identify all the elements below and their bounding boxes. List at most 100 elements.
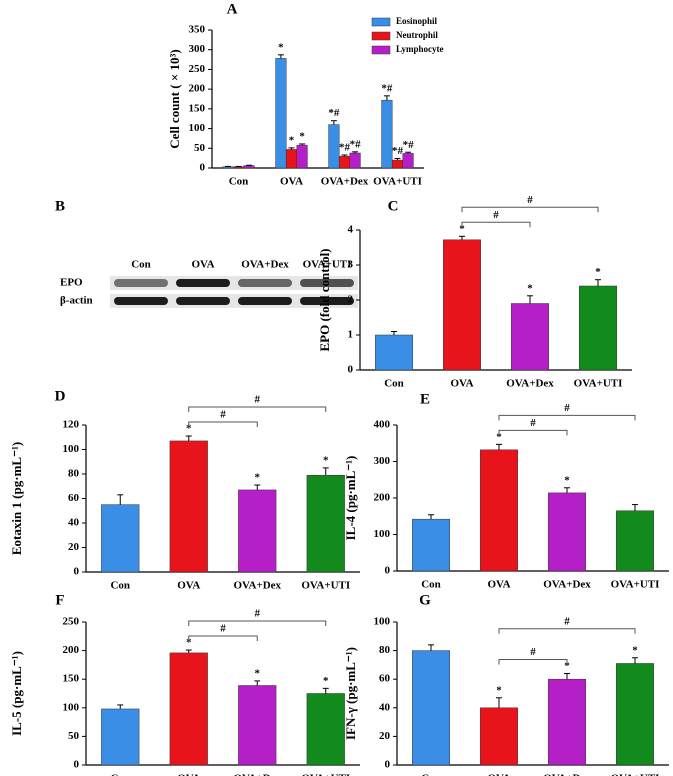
annotation: * [299, 130, 305, 142]
blot-band [176, 279, 230, 287]
y-axis-label: IFN-γ (pg·mL⁻¹) [343, 647, 358, 740]
y-axis-label: EPO (fold control) [317, 248, 332, 351]
annotation: * [255, 472, 261, 484]
legend-label: Neutrophil [396, 30, 438, 40]
bar [328, 124, 340, 169]
comparison-label: # [527, 194, 533, 206]
blot-background [110, 276, 358, 290]
lane-label: Con [131, 259, 151, 271]
y-tick-label: 100 [189, 122, 206, 134]
blot-band [114, 297, 168, 305]
y-tick-label: 100 [63, 443, 80, 455]
y-tick-label: 50 [68, 730, 80, 742]
lane-label: OVA+Dex [241, 259, 289, 271]
x-tick-label: Con [110, 773, 130, 776]
bar [243, 165, 255, 169]
annotation: * [595, 266, 601, 278]
row-label: β-actin [60, 295, 93, 307]
bar [238, 489, 277, 573]
y-tick-label: 200 [189, 83, 206, 95]
y-tick-label: 1 [348, 329, 354, 341]
bar [169, 440, 208, 573]
comparison-bracket [188, 406, 327, 413]
bar [232, 166, 245, 169]
x-tick-label: OVA+UTI [611, 773, 660, 776]
x-tick-label: OVA [487, 579, 510, 591]
y-tick-label: 0 [385, 565, 391, 577]
x-tick-label: Con [110, 580, 130, 592]
bar [548, 678, 586, 766]
x-tick-label: OVA [177, 773, 200, 776]
y-tick-label: 0 [348, 364, 354, 376]
y-tick-label: 400 [374, 419, 391, 431]
y-tick-label: 20 [68, 541, 80, 553]
y-tick-label: 300 [374, 455, 391, 467]
comparison-bracket [461, 206, 599, 213]
comparison-label: # [220, 409, 226, 421]
x-tick-label: OVA+Dex [543, 579, 591, 591]
annotation: * [186, 637, 192, 649]
legend-label: Eosinophil [396, 16, 438, 26]
blot-band [114, 279, 168, 287]
bar [616, 510, 654, 572]
x-tick-label: OVA+Dex [321, 176, 369, 188]
comparison-bracket [498, 628, 636, 634]
legend-swatch [371, 17, 391, 27]
y-tick-label: 50 [194, 142, 206, 154]
y-tick-label: 200 [374, 492, 391, 504]
x-tick-label: Con [421, 579, 441, 591]
bar [579, 285, 617, 371]
comparison-label: # [530, 417, 536, 429]
blot-band [238, 297, 292, 305]
y-axis-label: Eotaxin 1 (pg·mL⁻¹) [9, 442, 24, 555]
lane-label: OVA+UTI [303, 259, 352, 271]
blot-band [176, 297, 230, 305]
y-tick-label: 80 [379, 644, 391, 656]
bar [412, 518, 450, 572]
annotation: * [186, 423, 192, 435]
annotation: * [564, 474, 570, 486]
y-tick-label: 0 [385, 759, 391, 771]
comparison-label: # [255, 394, 261, 406]
y-tick-label: 60 [379, 673, 391, 685]
panel-label: B [55, 198, 65, 214]
annotation: *# [392, 145, 404, 157]
bar [306, 693, 345, 766]
bar [306, 474, 345, 573]
x-tick-label: OVA [487, 773, 510, 776]
x-tick-label: OVA+UTI [574, 378, 623, 390]
bar [511, 303, 549, 371]
blot-band [300, 279, 354, 287]
comparison-bracket [188, 421, 258, 428]
x-tick-label: OVA+UTI [611, 579, 660, 591]
x-tick-label: OVA [177, 580, 200, 592]
annotation: *# [381, 82, 393, 94]
comparison-label: # [220, 623, 226, 635]
panel-label: C [388, 198, 399, 214]
annotation: * [527, 282, 533, 294]
legend-label: Lymphocyte [396, 44, 444, 54]
x-tick-label: OVA+Dex [233, 580, 281, 592]
row-label: EPO [60, 277, 83, 289]
comparison-bracket [188, 635, 258, 642]
bar [349, 152, 361, 169]
y-tick-label: 300 [189, 43, 206, 55]
annotation: *# [328, 107, 340, 119]
annotation: *# [350, 138, 362, 150]
y-tick-label: 40 [68, 517, 80, 529]
annotation: * [496, 431, 502, 443]
annotation: * [278, 41, 284, 53]
y-tick-label: 100 [374, 528, 391, 540]
y-axis-label: IL-4 (pg·mL⁻¹) [343, 456, 358, 541]
x-tick-label: Con [384, 378, 404, 390]
x-tick-label: OVA+Dex [506, 378, 554, 390]
y-axis-label: Cell count ( × 10³) [167, 49, 182, 148]
comparison-label: # [564, 402, 570, 414]
panel-label: E [420, 391, 430, 407]
y-tick-label: 0 [74, 566, 80, 578]
bar [480, 707, 518, 766]
y-tick-label: 100 [63, 701, 80, 713]
annotation: * [632, 644, 638, 656]
panel-label: A [227, 1, 238, 17]
